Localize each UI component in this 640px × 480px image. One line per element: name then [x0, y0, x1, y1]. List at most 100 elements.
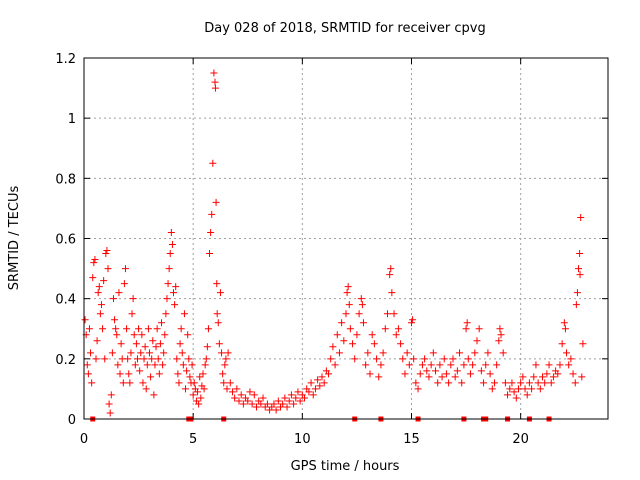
data-point: [373, 355, 381, 363]
data-point: [320, 379, 328, 387]
data-point: [475, 325, 483, 333]
y-axis-label: SRMTID / TECUs: [7, 186, 22, 291]
data-point: [184, 331, 192, 339]
data-point: [263, 400, 271, 408]
data-point: [442, 370, 450, 378]
data-point: [96, 310, 104, 318]
data-point: [397, 340, 405, 348]
data-point: [307, 379, 315, 387]
data-point: [405, 361, 413, 369]
data-point: [560, 319, 568, 327]
data-point: [178, 349, 186, 357]
data-point: [567, 355, 575, 363]
data-point: [156, 340, 164, 348]
data-point: [141, 343, 149, 351]
data-point: [250, 391, 258, 399]
data-point: [379, 349, 387, 357]
data-point: [173, 355, 181, 363]
data-point: [248, 400, 256, 408]
data-point: [292, 394, 300, 402]
data-point: [440, 355, 448, 363]
data-point: [423, 367, 431, 375]
data-point: [124, 355, 132, 363]
data-point: [235, 397, 243, 405]
data-point: [168, 241, 176, 249]
data-point: [539, 373, 546, 381]
data-point: [144, 325, 152, 333]
data-point: [136, 367, 144, 375]
data-point: [290, 400, 298, 408]
data-point: [368, 331, 376, 339]
data-point: [237, 391, 245, 399]
data-point: [327, 355, 335, 363]
data-point: [458, 379, 466, 387]
data-point: [164, 280, 172, 288]
data-point: [547, 379, 555, 387]
data-point: [473, 337, 481, 345]
data-point: [123, 325, 131, 333]
data-point: [412, 379, 420, 387]
data-point: [370, 340, 378, 348]
y-tick-label: 0: [68, 413, 76, 428]
data-point: [447, 361, 455, 369]
data-point: [344, 283, 352, 291]
data-point: [125, 370, 133, 378]
data-point: [477, 367, 485, 375]
x-tick-label: 5: [189, 432, 197, 447]
data-point: [314, 376, 322, 384]
data-point: [294, 388, 302, 396]
data-point: [517, 379, 525, 387]
data-point: [85, 325, 93, 333]
data-point: [189, 391, 197, 399]
data-point: [90, 259, 98, 267]
data-point: [182, 385, 190, 393]
data-point: [421, 355, 429, 363]
data-point: [359, 319, 367, 327]
data-point: [488, 385, 496, 393]
data-point: [159, 361, 167, 369]
data-point: [190, 379, 198, 387]
y-tick-label: 0.2: [55, 353, 76, 368]
data-point: [208, 210, 216, 218]
data-point: [203, 343, 211, 351]
x-tick-labels: 0 5 10 15 20: [80, 432, 529, 447]
data-point: [257, 400, 265, 408]
data-point: [338, 319, 346, 327]
data-point: [163, 295, 171, 303]
data-point: [218, 349, 226, 357]
data-point: [115, 289, 123, 297]
data-point: [140, 355, 148, 363]
data-point: [158, 319, 166, 327]
data-point: [215, 340, 223, 348]
data-point: [364, 349, 372, 357]
data-point: [383, 310, 391, 318]
data-point: [462, 325, 470, 333]
data-point: [132, 340, 140, 348]
data-point: [311, 385, 319, 393]
data-point: [84, 370, 92, 378]
data-point: [200, 385, 208, 393]
data-point: [333, 331, 341, 339]
data-point: [133, 355, 141, 363]
axis-ticks: [83, 57, 608, 420]
data-point: [206, 250, 214, 258]
data-point: [490, 379, 498, 387]
data-point: [142, 385, 150, 393]
data-point: [92, 355, 100, 363]
x-tick-label: 0: [80, 432, 88, 447]
data-point: [113, 331, 121, 339]
data-point: [309, 391, 317, 399]
data-point: [316, 382, 324, 390]
data-point: [170, 289, 178, 297]
data-point: [556, 361, 564, 369]
data-point: [171, 301, 179, 309]
data-point: [194, 388, 202, 396]
data-point: [463, 319, 471, 327]
data-point: [177, 325, 185, 333]
data-point: [109, 295, 117, 303]
data-point: [130, 331, 138, 339]
data-point: [150, 391, 158, 399]
data-point: [176, 340, 184, 348]
data-point: [536, 385, 544, 393]
data-point: [571, 379, 579, 387]
